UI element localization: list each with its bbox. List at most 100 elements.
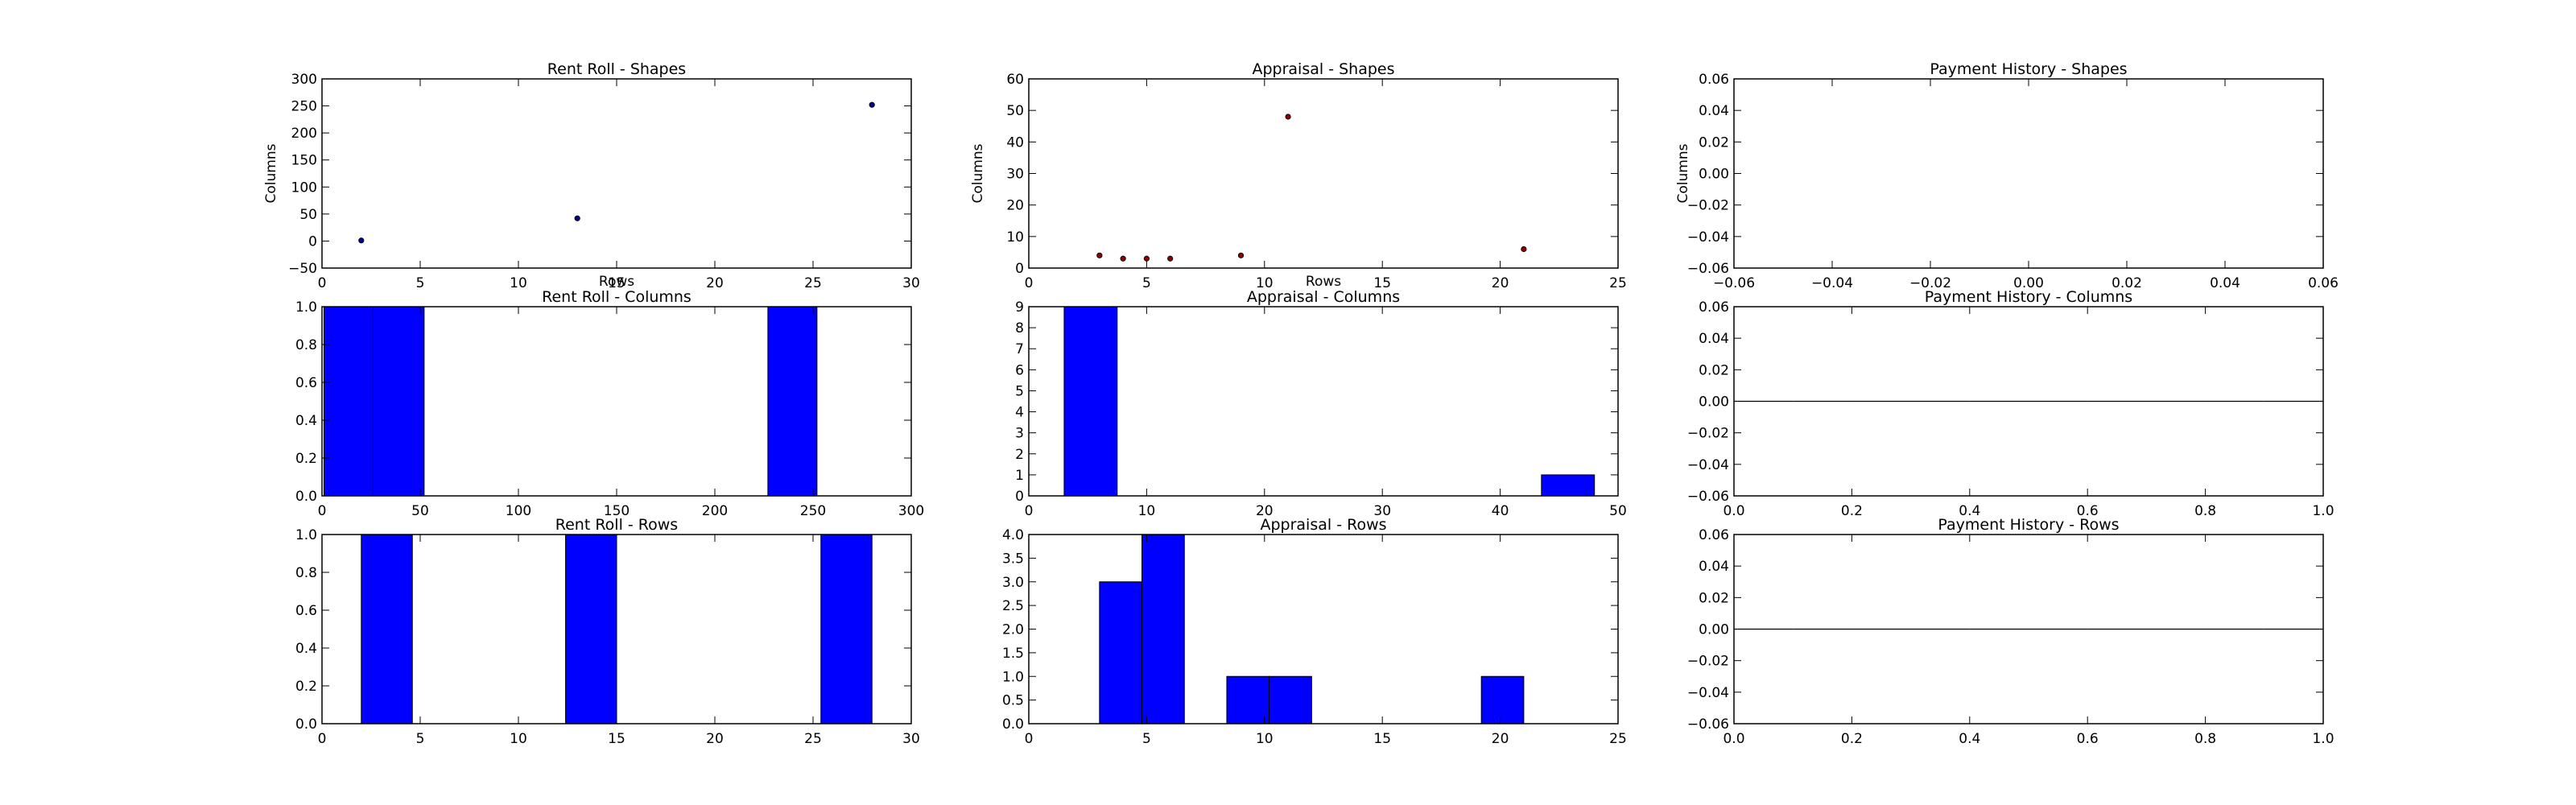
x-tick-label: 0.06 <box>2308 275 2339 291</box>
histogram-bar <box>1269 675 1312 724</box>
x-tick-label: 0 <box>1025 275 1034 291</box>
x-tick-label: 25 <box>804 275 822 291</box>
x-tick-label: 5 <box>1142 731 1151 747</box>
x-tick-label: 25 <box>1609 275 1627 291</box>
x-tick-label: 5 <box>1142 275 1151 291</box>
x-tick-label: 30 <box>902 731 920 747</box>
scatter-point <box>1521 246 1527 253</box>
y-axis-label: Columns <box>1675 143 1691 203</box>
y-tick-label: −0.06 <box>1687 261 1729 277</box>
y-tick-label: −0.02 <box>1687 654 1729 670</box>
y-tick-label: 0.5 <box>1002 693 1024 709</box>
x-tick-label: 0.4 <box>1959 731 1980 747</box>
histogram-bar <box>323 306 374 497</box>
x-tick-label: 15 <box>608 275 625 291</box>
y-tick-label: 0.04 <box>1699 331 1729 347</box>
histogram-bar <box>767 306 818 497</box>
y-tick-label: 20 <box>1006 198 1024 214</box>
y-tick-label: 0.6 <box>295 603 317 619</box>
y-tick-label: 0.00 <box>1699 622 1729 638</box>
y-tick-label: −0.06 <box>1687 489 1729 505</box>
y-tick-label: 0.02 <box>1699 362 1729 378</box>
panel-payment-columns: 0.0 0.2 0.4 0.6 0.8 1.0 −0.06 −0.04 −0.02 0.00 0.0… <box>1687 288 2334 519</box>
y-tick-label: 0 <box>1015 489 1024 505</box>
panel-payment-rows: 0.0 0.2 0.4 0.6 0.8 1.0 −0.06 −0.04 −0.02 0.00 0.0… <box>1687 516 2334 747</box>
x-tick-label: 300 <box>898 503 924 519</box>
chart-title: Payment History - Shapes <box>1930 60 2127 78</box>
x-tick-label: 1.0 <box>2312 731 2334 747</box>
y-tick-label: 30 <box>1006 167 1024 183</box>
histogram-bar <box>1099 581 1143 724</box>
y-tick-label: −0.06 <box>1687 716 1729 733</box>
chart-title: Rent Roll - Rows <box>555 516 678 534</box>
y-tick-label: 100 <box>291 180 317 196</box>
x-tick-label: −0.06 <box>1713 275 1755 291</box>
chart-title: Appraisal - Rows <box>1260 516 1386 534</box>
x-tick-label: 15 <box>1373 275 1391 291</box>
y-tick-label: 4 <box>1015 405 1024 421</box>
histogram-bar <box>372 306 425 497</box>
scatter-point <box>869 101 875 108</box>
histogram-bar <box>1063 306 1118 497</box>
x-tick-label: −0.04 <box>1811 275 1853 291</box>
y-tick-label: −0.02 <box>1687 198 1729 214</box>
y-tick-label: 6 <box>1015 362 1024 378</box>
x-tick-label: 0.8 <box>2194 503 2216 519</box>
y-tick-label: 50 <box>1006 103 1024 119</box>
chart-title: Appraisal - Columns <box>1247 288 1400 306</box>
y-tick-label: 3.5 <box>1002 551 1024 567</box>
x-tick-label: 5 <box>416 731 425 747</box>
x-tick-label: 0 <box>318 275 327 291</box>
x-axis-label: Rows <box>599 274 634 290</box>
y-axis-label: Columns <box>263 143 279 203</box>
x-tick-label: 0 <box>1025 503 1034 519</box>
y-tick-label: 9 <box>1015 299 1024 316</box>
y-tick-label: 0.06 <box>1699 299 1729 316</box>
x-tick-label: 15 <box>1373 731 1391 747</box>
y-tick-label: 3 <box>1015 426 1024 442</box>
y-tick-label: 1 <box>1015 468 1024 484</box>
x-tick-label: 0.00 <box>2013 275 2044 291</box>
y-tick-label: 200 <box>291 126 317 142</box>
y-tick-label: 1.0 <box>1002 669 1024 685</box>
x-tick-label: 0 <box>318 731 327 747</box>
x-tick-label: 0.6 <box>2077 503 2099 519</box>
y-tick-label: 0 <box>1015 261 1024 277</box>
x-tick-label: 0.02 <box>2112 275 2142 291</box>
y-tick-label: 0.0 <box>295 716 317 733</box>
y-tick-label: 7 <box>1015 341 1024 357</box>
y-tick-label: 0.00 <box>1699 394 1729 411</box>
y-tick-label: 0.8 <box>295 565 317 581</box>
y-tick-label: 0.00 <box>1699 167 1729 183</box>
y-tick-label: 4.0 <box>1002 527 1024 543</box>
y-tick-label: −0.04 <box>1687 457 1729 473</box>
y-tick-label: 40 <box>1006 134 1024 151</box>
plot-area <box>1029 79 1618 268</box>
x-tick-label: 20 <box>1492 731 1509 747</box>
x-tick-label: 10 <box>510 275 527 291</box>
x-tick-label: 30 <box>902 275 920 291</box>
x-tick-label: 0.04 <box>2210 275 2240 291</box>
scatter-point <box>1143 255 1150 262</box>
plot-area <box>322 79 911 268</box>
plot-area <box>1734 79 2323 268</box>
x-tick-label: 10 <box>1256 275 1274 291</box>
x-axis-label: Rows <box>1306 274 1341 290</box>
y-tick-label: 0.0 <box>1002 716 1024 733</box>
y-axis-label: Columns <box>970 143 986 203</box>
scatter-point <box>574 215 580 221</box>
x-tick-label: 25 <box>1609 731 1627 747</box>
x-tick-label: 150 <box>604 503 630 519</box>
x-tick-label: 20 <box>1492 275 1509 291</box>
panel-payment-shapes: −0.06 −0.04 −0.02 0.00 0.02 0.04 0.06 −0.06 −0.0… <box>1675 60 2339 291</box>
y-tick-label: −0.04 <box>1687 229 1729 246</box>
x-tick-label: 50 <box>1609 503 1627 519</box>
y-tick-label: 0.2 <box>295 679 317 695</box>
chart-title: Rent Roll - Columns <box>542 288 691 306</box>
x-tick-label: 0.6 <box>2077 731 2099 747</box>
y-tick-label: 2.5 <box>1002 598 1024 614</box>
y-tick-label: −50 <box>288 261 317 277</box>
y-tick-label: 50 <box>299 207 317 223</box>
panel-appraisal-rows: 0 5 10 15 20 25 0.0 0.5 1.0 1.5 2.0 2.5 3.0 3.5 4.0 App… <box>1002 516 1627 747</box>
